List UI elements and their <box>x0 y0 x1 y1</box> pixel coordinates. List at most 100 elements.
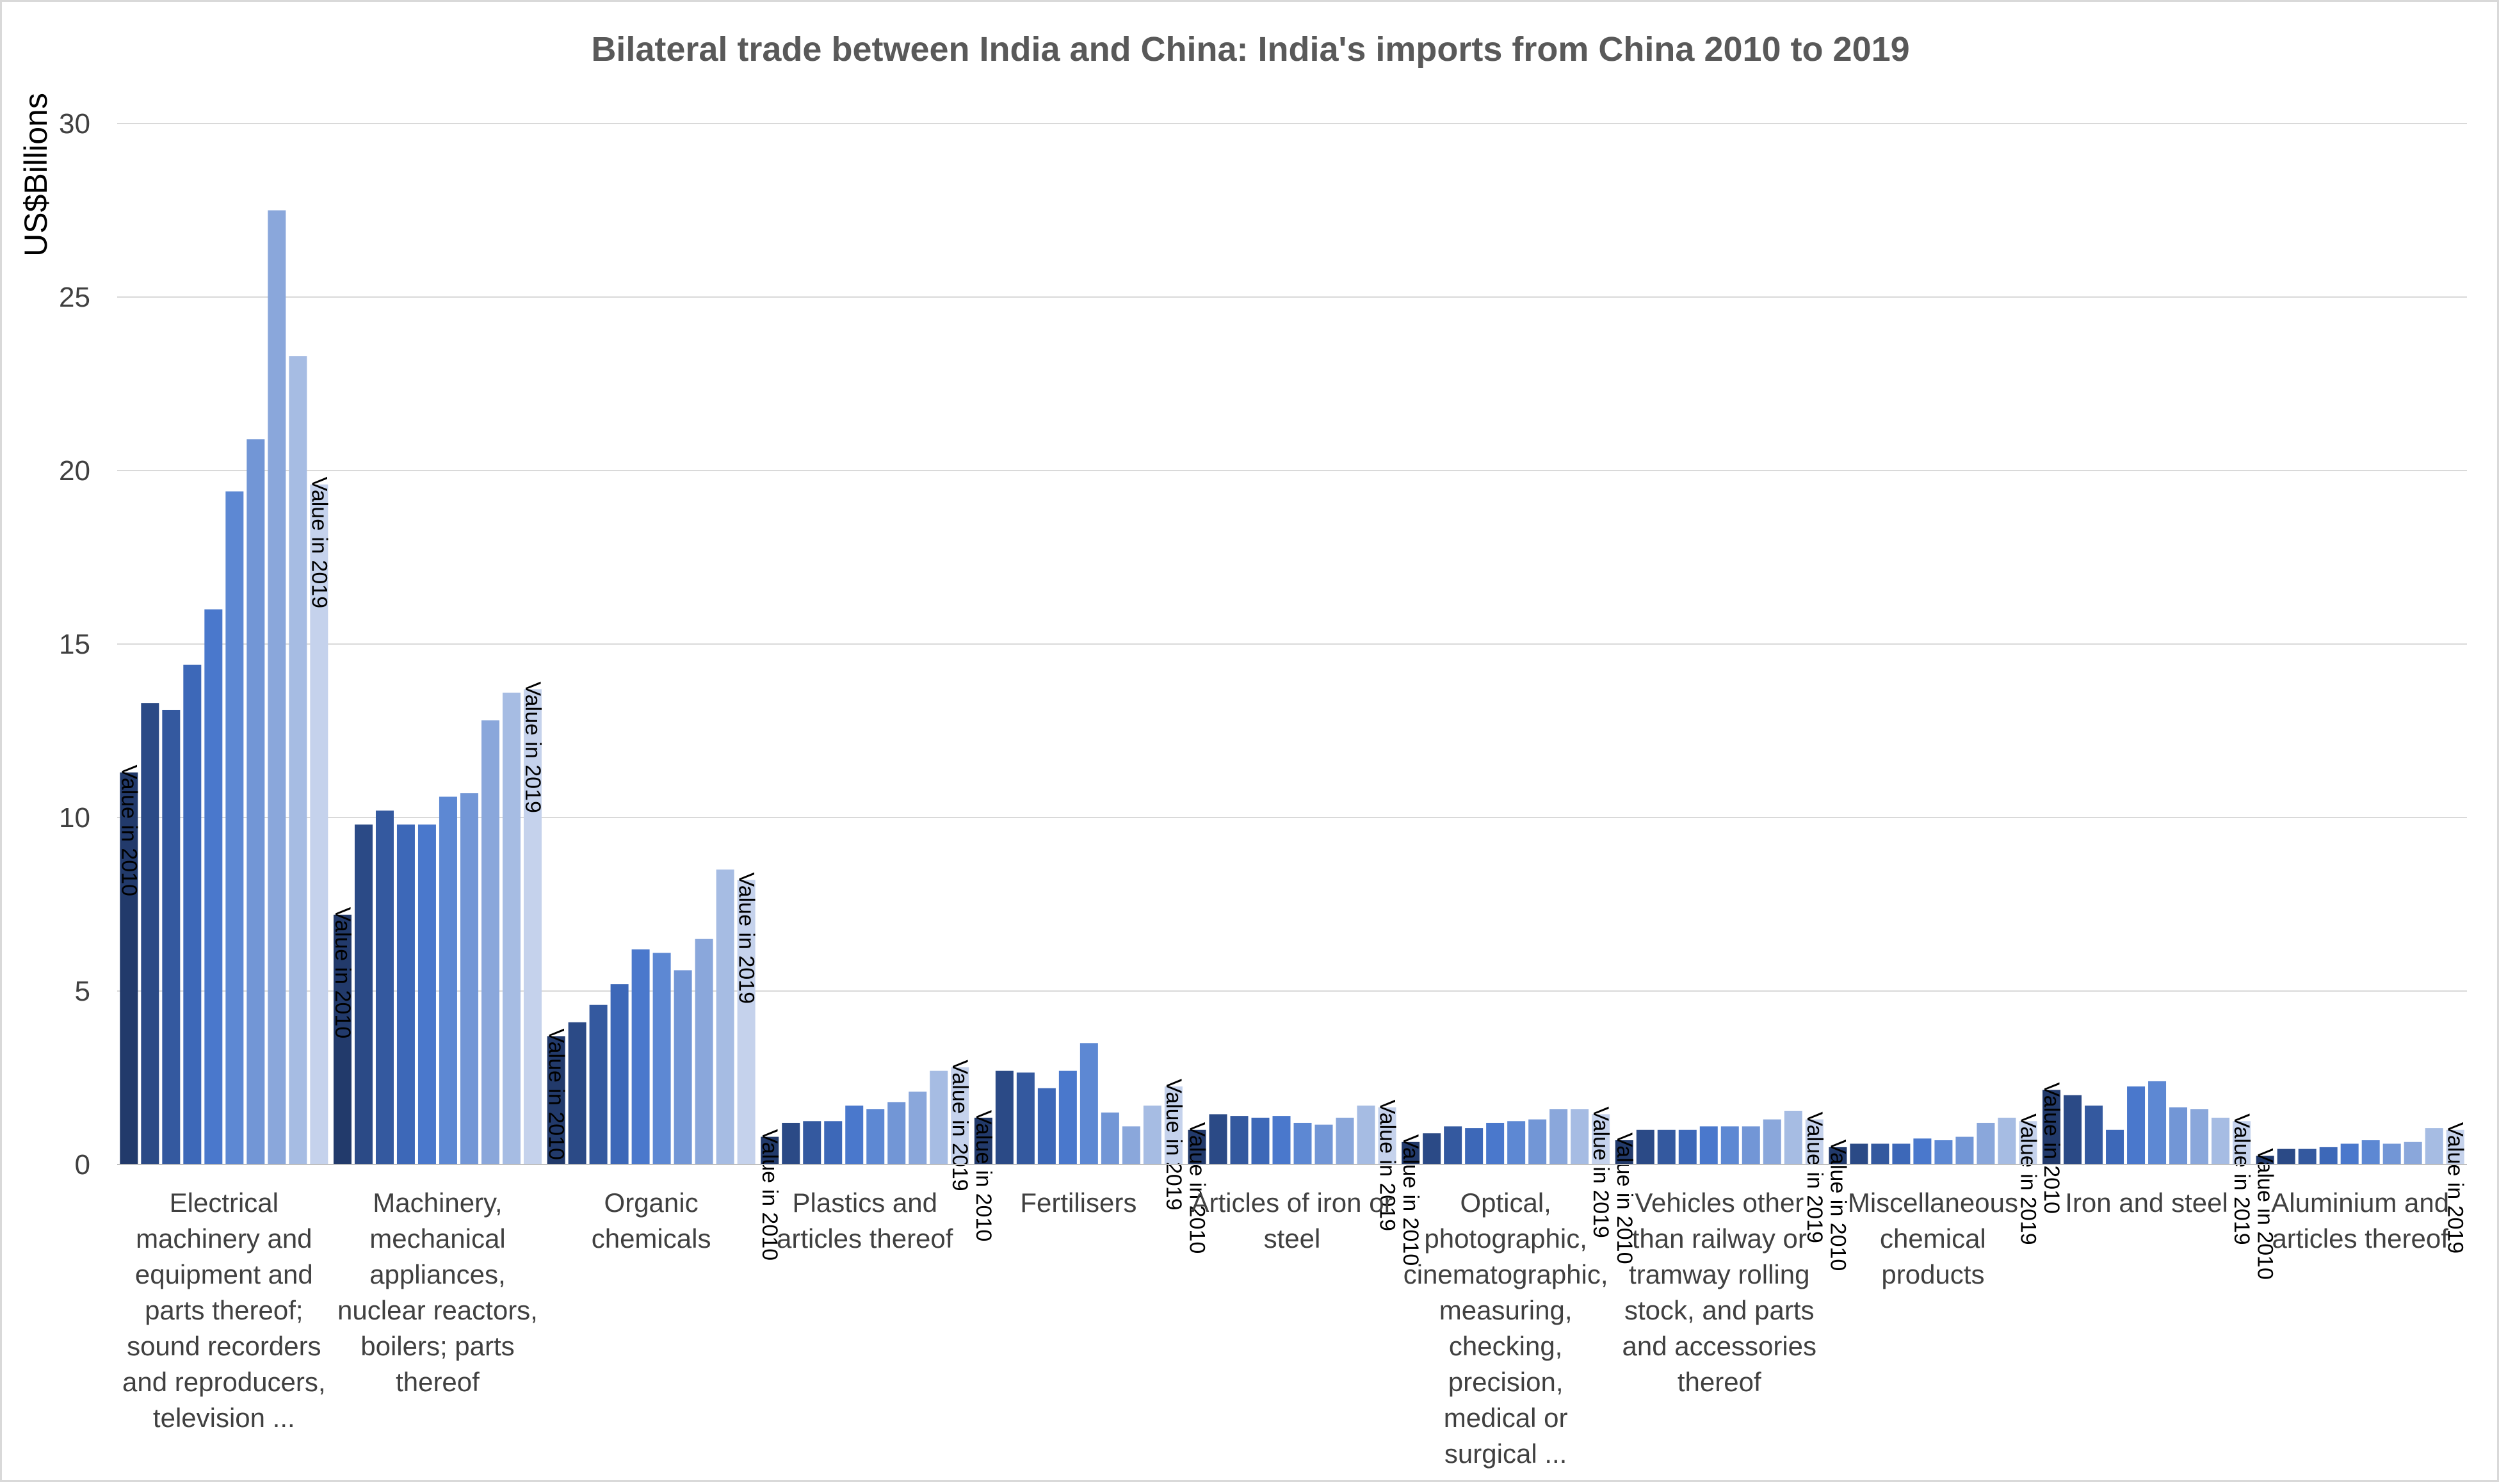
bar <box>1507 1121 1526 1165</box>
bar <box>1913 1138 1932 1165</box>
y-tick-label: 25 <box>59 282 90 313</box>
bar <box>2169 1107 2188 1165</box>
bar <box>225 491 244 1165</box>
x-tick-label: products <box>1881 1259 1984 1289</box>
bar <box>695 939 713 1165</box>
bar <box>2019 1121 2037 1165</box>
bar <box>610 984 629 1165</box>
x-tick-label: chemical <box>1880 1223 1986 1254</box>
bar <box>568 1022 586 1165</box>
bar <box>2446 1129 2464 1165</box>
x-tick-label: stock, and parts <box>1624 1295 1814 1325</box>
x-tick-label: Machinery, <box>373 1188 502 1218</box>
bar <box>183 665 202 1165</box>
bar <box>737 880 756 1165</box>
bar <box>1080 1043 1098 1165</box>
bar <box>803 1121 821 1165</box>
bar <box>845 1105 864 1165</box>
data-label: Value in 2010 <box>330 907 355 1038</box>
data-label: Value in 2019 <box>2229 1113 2254 1245</box>
bar <box>1934 1140 1953 1165</box>
x-tick-label: equipment and <box>135 1259 313 1289</box>
bar <box>1784 1110 1802 1165</box>
bar <box>2340 1143 2359 1165</box>
y-axis-label: US$Billions <box>18 93 54 257</box>
bar <box>1871 1143 1889 1165</box>
bar <box>995 1070 1014 1165</box>
bar <box>887 1102 906 1165</box>
bar <box>1251 1117 1270 1165</box>
x-tick-label: medical or <box>1444 1403 1568 1433</box>
bar <box>1998 1117 2016 1165</box>
bar <box>2319 1147 2338 1165</box>
bar <box>1230 1116 1249 1165</box>
x-tick-label: Optical, <box>1460 1188 1551 1218</box>
bar <box>162 709 181 1165</box>
bar <box>1892 1143 1911 1165</box>
x-tick-label: measuring, <box>1439 1295 1573 1325</box>
x-tick-label: Plastics and <box>793 1188 937 1218</box>
y-tick-label: 30 <box>59 108 90 140</box>
x-tick-label: than railway or <box>1632 1223 1807 1254</box>
bar <box>1657 1129 1676 1165</box>
x-tick-label: precision, <box>1448 1367 1564 1397</box>
data-label: Value in 2019 <box>1802 1112 1827 1243</box>
bar <box>1850 1143 1868 1165</box>
bar <box>2212 1117 2230 1165</box>
x-tick-label: and accessories <box>1622 1331 1817 1361</box>
y-tick-label: 0 <box>75 1149 90 1181</box>
data-label: Value in 2019 <box>1375 1100 1400 1231</box>
bar <box>1122 1126 1140 1165</box>
y-axis-ticks: 0 5 10 15 20 25 30 <box>59 108 90 1181</box>
bar <box>523 689 542 1165</box>
bar <box>417 824 436 1165</box>
bar <box>716 869 734 1165</box>
bar <box>1143 1105 1161 1165</box>
bar <box>289 356 307 1165</box>
x-tick-label: television ... <box>153 1403 295 1433</box>
bar <box>652 953 671 1165</box>
x-tick-label: Electrical <box>170 1188 279 1218</box>
bar <box>547 1036 565 1165</box>
bar <box>1592 1114 1610 1165</box>
bar <box>930 1070 948 1165</box>
x-tick-label: tramway rolling <box>1629 1259 1809 1289</box>
x-tick-label: checking, <box>1449 1331 1562 1361</box>
data-label: Value in 2019 <box>2443 1122 2468 1254</box>
bar <box>354 824 373 1165</box>
bar <box>1209 1114 1227 1165</box>
bar <box>1016 1072 1035 1165</box>
x-tick-label: surgical ... <box>1444 1439 1567 1469</box>
bar <box>2127 1086 2146 1165</box>
x-tick-label: Iron and steel <box>2065 1188 2228 1218</box>
bar <box>1977 1122 1995 1165</box>
x-tick-label: Aluminium and <box>2271 1188 2449 1218</box>
bar <box>2404 1141 2422 1165</box>
bar <box>2190 1109 2209 1165</box>
data-labels: Value in 2010 Value in 2019 Value in 2010 V… <box>117 477 2467 1280</box>
bar <box>1955 1136 1974 1165</box>
data-label: Value in 2010 <box>971 1110 996 1241</box>
data-label: Value in 2019 <box>734 873 759 1004</box>
bar <box>1423 1133 1441 1165</box>
x-tick-label: appliances, <box>369 1259 505 1289</box>
bar <box>1378 1107 1396 1165</box>
bar <box>310 484 328 1165</box>
y-tick-label: 5 <box>75 976 90 1007</box>
bar <box>333 914 352 1165</box>
bar <box>909 1092 927 1165</box>
bar <box>1805 1119 1824 1165</box>
x-tick-label: steel <box>1264 1223 1321 1254</box>
bar <box>1528 1119 1547 1165</box>
data-label: Value in 2010 <box>544 1028 569 1159</box>
bar <box>1465 1128 1484 1165</box>
bar <box>1678 1129 1697 1165</box>
x-tick-label: photographic, <box>1424 1223 1587 1254</box>
x-tick-label: articles thereof <box>777 1223 953 1254</box>
x-tick-label: boilers; parts <box>360 1331 514 1361</box>
y-tick-label: 10 <box>59 802 90 834</box>
bar <box>1037 1088 1056 1165</box>
bar <box>589 1004 608 1165</box>
